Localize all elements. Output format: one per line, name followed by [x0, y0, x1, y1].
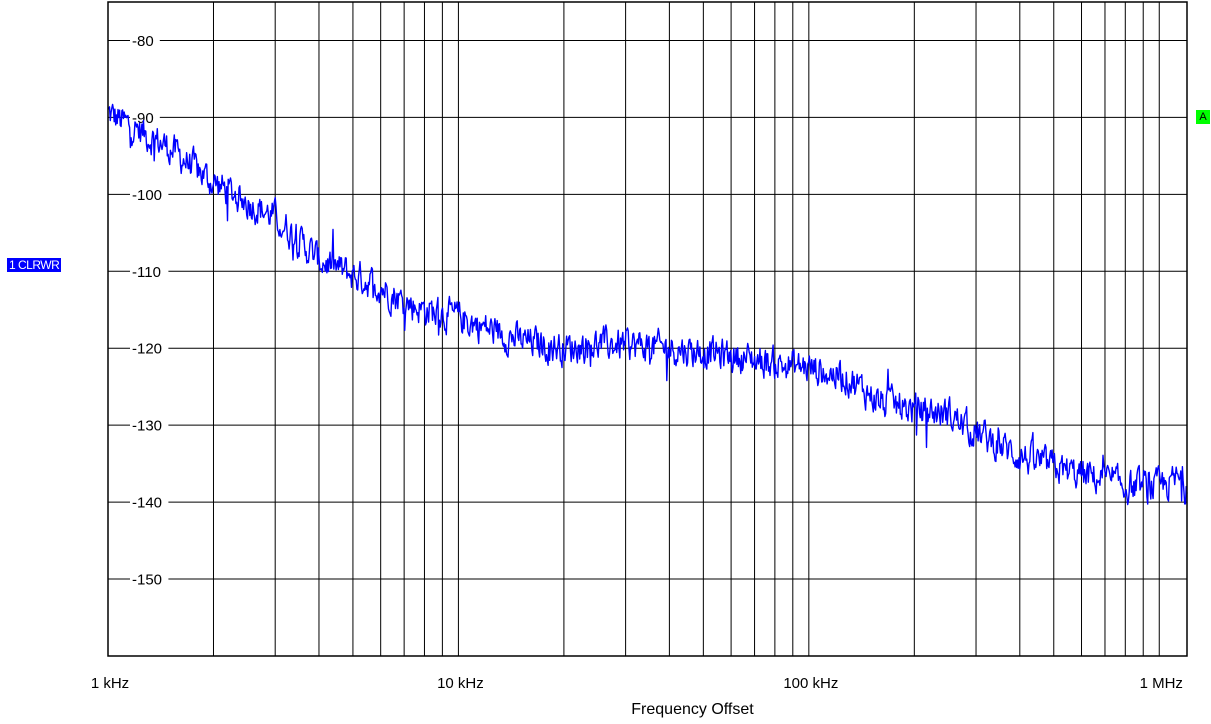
y-tick-label: -120 [132, 341, 162, 358]
y-tick-label: -100 [132, 187, 162, 204]
x-tick-label: 10 kHz [437, 675, 484, 692]
x-tick-label: 1 MHz [1140, 675, 1183, 692]
grid [107, 2, 1187, 656]
y-tick-label: -110 [132, 264, 161, 281]
marker-badge: A [1196, 110, 1210, 124]
traces [107, 103, 1188, 506]
y-tick-label: -80 [132, 33, 154, 50]
y-tick-label-bg [130, 493, 169, 512]
plot-frame [107, 1, 1188, 657]
y-tick-label-bg [130, 570, 169, 589]
trace-line [107, 103, 1188, 506]
x-tick-label: 1 kHz [91, 675, 129, 692]
x-tick-label: 100 kHz [783, 675, 838, 692]
y-tick-label: -140 [132, 495, 162, 512]
y-tick-label-bg [130, 31, 160, 50]
y-tick-label-bg [130, 108, 160, 127]
y-tick-label: -130 [132, 418, 162, 435]
y-tick-label: -90 [132, 110, 154, 127]
y-tick-label-bg [130, 416, 169, 435]
y-tick-label-bg [130, 262, 169, 281]
y-tick-label-bg [130, 185, 169, 204]
x-axis-title: Frequency Offset [631, 701, 754, 718]
y-tick-label-bg [130, 339, 169, 358]
trace-label-badge: 1 CLRWR [7, 258, 62, 272]
y-tick-label: -150 [132, 572, 162, 589]
x-axis-ticks: 1 kHz 10 kHz 100 kHz 1 MHz [91, 675, 1183, 692]
y-axis-ticks: -80 -90 -100 -110 -120 -130 -140 -150 [130, 31, 169, 589]
